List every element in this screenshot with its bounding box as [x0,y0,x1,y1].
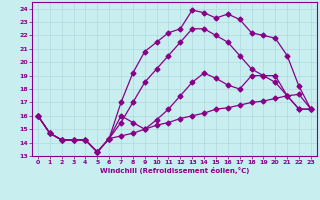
X-axis label: Windchill (Refroidissement éolien,°C): Windchill (Refroidissement éolien,°C) [100,167,249,174]
